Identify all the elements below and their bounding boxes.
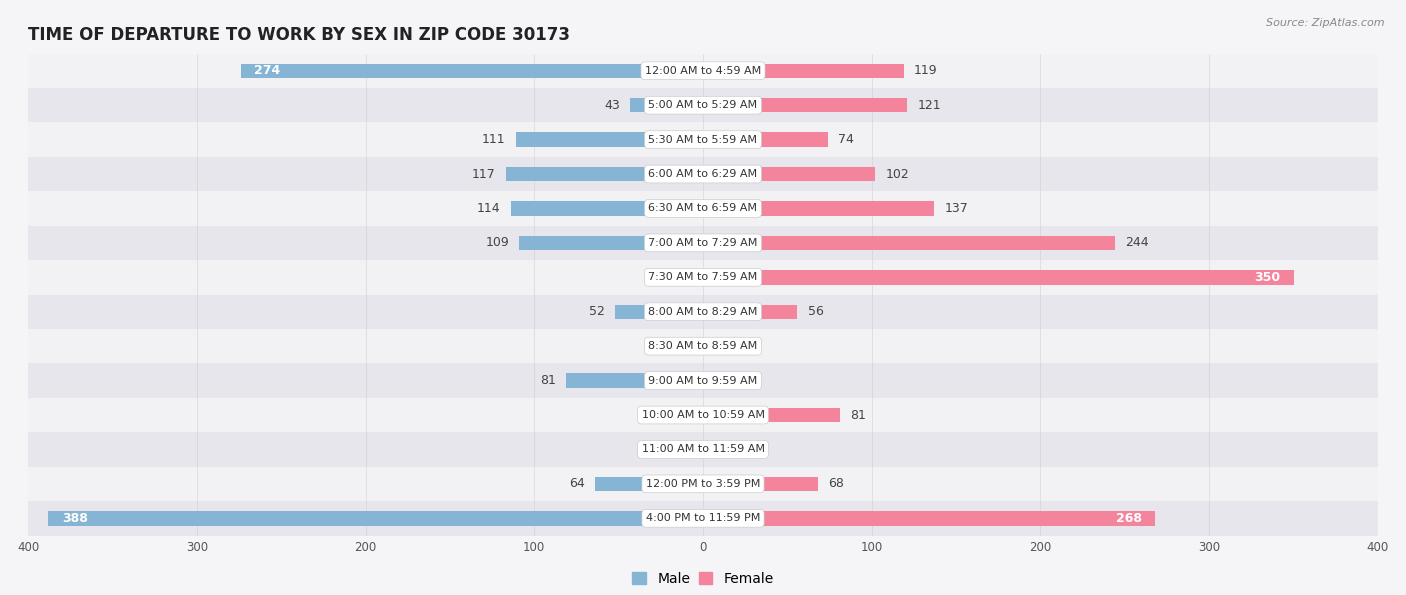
- Bar: [28, 329, 1378, 364]
- Text: 64: 64: [569, 477, 585, 490]
- Text: 119: 119: [914, 64, 938, 77]
- Bar: [703, 236, 1115, 250]
- Bar: [630, 98, 703, 112]
- Text: 81: 81: [540, 374, 557, 387]
- Text: 8:30 AM to 8:59 AM: 8:30 AM to 8:59 AM: [648, 341, 758, 351]
- Text: 0: 0: [685, 409, 693, 421]
- Text: 5:30 AM to 5:59 AM: 5:30 AM to 5:59 AM: [648, 134, 758, 145]
- Bar: [519, 236, 703, 250]
- Bar: [616, 305, 703, 319]
- Text: 6:30 AM to 6:59 AM: 6:30 AM to 6:59 AM: [648, 203, 758, 214]
- Bar: [703, 442, 721, 457]
- Text: Source: ZipAtlas.com: Source: ZipAtlas.com: [1267, 18, 1385, 28]
- Text: 56: 56: [807, 305, 824, 318]
- Text: 81: 81: [849, 409, 866, 421]
- Text: 268: 268: [1116, 512, 1142, 525]
- Bar: [703, 132, 828, 147]
- Text: 114: 114: [477, 202, 501, 215]
- Text: 12:00 PM to 3:59 PM: 12:00 PM to 3:59 PM: [645, 479, 761, 489]
- Bar: [703, 64, 904, 78]
- Text: 6:00 AM to 6:29 AM: 6:00 AM to 6:29 AM: [648, 169, 758, 179]
- Bar: [28, 466, 1378, 501]
- Bar: [703, 270, 1294, 284]
- Bar: [703, 305, 797, 319]
- Bar: [28, 260, 1378, 295]
- Text: 244: 244: [1125, 236, 1149, 249]
- Text: 0: 0: [685, 340, 693, 353]
- Bar: [28, 226, 1378, 260]
- Text: 109: 109: [485, 236, 509, 249]
- Bar: [28, 295, 1378, 329]
- Text: 68: 68: [828, 477, 844, 490]
- Text: 12:00 AM to 4:59 AM: 12:00 AM to 4:59 AM: [645, 66, 761, 76]
- Text: 7:30 AM to 7:59 AM: 7:30 AM to 7:59 AM: [648, 273, 758, 282]
- Bar: [703, 511, 1156, 525]
- Bar: [703, 201, 934, 216]
- Text: 8:00 AM to 8:29 AM: 8:00 AM to 8:29 AM: [648, 307, 758, 317]
- Bar: [28, 501, 1378, 536]
- Text: 10:00 AM to 10:59 AM: 10:00 AM to 10:59 AM: [641, 410, 765, 420]
- Text: 43: 43: [605, 99, 620, 112]
- Text: 7:00 AM to 7:29 AM: 7:00 AM to 7:29 AM: [648, 238, 758, 248]
- Text: 274: 274: [254, 64, 280, 77]
- Text: 52: 52: [589, 305, 605, 318]
- Bar: [28, 123, 1378, 157]
- Bar: [28, 191, 1378, 226]
- Bar: [28, 157, 1378, 191]
- Text: 117: 117: [472, 168, 495, 180]
- Bar: [240, 64, 703, 78]
- Text: 121: 121: [917, 99, 941, 112]
- Bar: [703, 477, 818, 491]
- Bar: [28, 54, 1378, 88]
- Text: 11:00 AM to 11:59 AM: 11:00 AM to 11:59 AM: [641, 444, 765, 455]
- Bar: [28, 432, 1378, 466]
- Text: 0: 0: [685, 443, 693, 456]
- Text: 5:00 AM to 5:29 AM: 5:00 AM to 5:29 AM: [648, 100, 758, 110]
- Bar: [28, 88, 1378, 123]
- Text: TIME OF DEPARTURE TO WORK BY SEX IN ZIP CODE 30173: TIME OF DEPARTURE TO WORK BY SEX IN ZIP …: [28, 26, 569, 43]
- Bar: [28, 364, 1378, 398]
- Text: 111: 111: [482, 133, 506, 146]
- Text: 0: 0: [713, 340, 721, 353]
- Text: 137: 137: [945, 202, 967, 215]
- Bar: [703, 98, 907, 112]
- Text: 388: 388: [62, 512, 87, 525]
- Bar: [703, 167, 875, 181]
- Bar: [28, 398, 1378, 432]
- Text: 102: 102: [886, 168, 908, 180]
- Bar: [48, 511, 703, 525]
- Legend: Male, Female: Male, Female: [627, 566, 779, 591]
- Bar: [703, 408, 839, 422]
- Bar: [506, 167, 703, 181]
- Bar: [567, 373, 703, 388]
- Bar: [595, 477, 703, 491]
- Text: 11: 11: [731, 443, 748, 456]
- Text: 350: 350: [1254, 271, 1279, 284]
- Bar: [516, 132, 703, 147]
- Bar: [685, 270, 703, 284]
- Bar: [510, 201, 703, 216]
- Text: 9:00 AM to 9:59 AM: 9:00 AM to 9:59 AM: [648, 375, 758, 386]
- Text: 74: 74: [838, 133, 853, 146]
- Text: 4:00 PM to 11:59 PM: 4:00 PM to 11:59 PM: [645, 513, 761, 523]
- Text: 11: 11: [658, 271, 675, 284]
- Text: 0: 0: [713, 374, 721, 387]
